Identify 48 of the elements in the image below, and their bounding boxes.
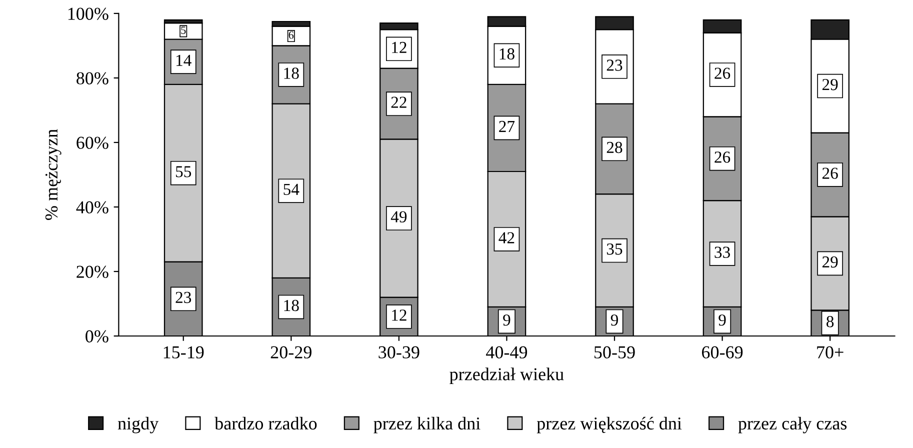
data-label: 28 bbox=[606, 142, 622, 154]
legend-label: nigdy bbox=[118, 416, 159, 434]
data-label: 27 bbox=[499, 120, 515, 132]
legend-label: bardzo rzadko bbox=[214, 416, 317, 430]
data-label: 18 bbox=[284, 300, 299, 312]
y-tick-label: 80% bbox=[76, 72, 108, 84]
x-tick-label: 70+ bbox=[817, 346, 844, 358]
data-label: 23 bbox=[176, 292, 192, 304]
y-tick-label: 0% bbox=[86, 330, 108, 342]
x-tick-label: 50-59 bbox=[594, 346, 635, 358]
legend-label: przez kilka dni bbox=[374, 416, 480, 434]
data-label: 18 bbox=[284, 68, 299, 79]
data-label: 42 bbox=[498, 232, 514, 244]
data-label: 14 bbox=[176, 54, 192, 66]
data-label: 26 bbox=[714, 68, 730, 79]
y-tick-label: 100% bbox=[68, 8, 108, 20]
data-label: 8 bbox=[826, 316, 834, 328]
x-axis-title: przedział wieku bbox=[450, 368, 564, 384]
data-label: 9 bbox=[503, 314, 510, 326]
data-label: 12 bbox=[392, 42, 406, 53]
data-label: 26 bbox=[822, 168, 838, 179]
data-label: 29 bbox=[822, 78, 838, 90]
data-label: 35 bbox=[606, 243, 622, 255]
data-label: 54 bbox=[284, 184, 300, 196]
data-label: 18 bbox=[500, 48, 514, 60]
data-label: 49 bbox=[390, 211, 407, 222]
x-tick-label: 40-49 bbox=[486, 346, 528, 358]
data-label: 29 bbox=[822, 256, 838, 268]
data-label: 22 bbox=[391, 96, 406, 108]
data-label: 23 bbox=[606, 60, 622, 71]
data-label: 12 bbox=[392, 310, 406, 321]
data-label: 6 bbox=[288, 31, 294, 39]
x-tick-label: 30-39 bbox=[378, 346, 420, 358]
data-label: 26 bbox=[714, 152, 730, 163]
x-tick-label: 20-29 bbox=[270, 346, 312, 358]
legend-label: przez większość dni bbox=[536, 416, 682, 434]
y-axis-title: % mężczyzn bbox=[45, 129, 62, 220]
x-tick-label: 60-69 bbox=[702, 346, 743, 358]
data-label: 33 bbox=[714, 246, 730, 258]
y-tick-label: 60% bbox=[76, 136, 108, 149]
x-tick-label: 15-19 bbox=[164, 346, 204, 358]
legend-label: przez cały czas bbox=[738, 416, 847, 434]
data-label: 9 bbox=[610, 314, 618, 326]
data-label: 5 bbox=[181, 26, 186, 34]
y-tick-label: 20% bbox=[76, 266, 108, 278]
y-tick-label: 40% bbox=[76, 201, 108, 214]
data-label: 55 bbox=[176, 166, 192, 178]
data-label: 9 bbox=[718, 314, 726, 326]
